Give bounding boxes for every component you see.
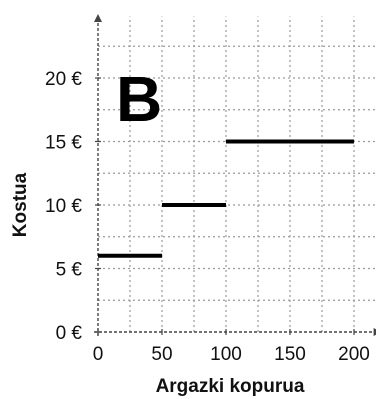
x-tick-labels: 0 50 100 150 200 bbox=[93, 344, 370, 365]
x-tick-label: 50 bbox=[151, 344, 172, 365]
y-tick-label: 15 € bbox=[45, 133, 82, 154]
x-axis-arrow bbox=[373, 328, 376, 336]
axes bbox=[94, 14, 376, 336]
y-axis-arrow bbox=[94, 14, 102, 22]
y-axis-title: Kostua bbox=[10, 172, 31, 237]
x-tick-label: 150 bbox=[274, 344, 306, 365]
data-segments bbox=[98, 139, 354, 258]
x-axis-title: Argazki kopurua bbox=[156, 376, 305, 397]
x-tick-label: 100 bbox=[210, 344, 242, 365]
y-tick-label: 10 € bbox=[45, 196, 82, 217]
y-tick-labels: 0 € 5 € 10 € 15 € 20 € bbox=[45, 69, 82, 344]
panel-label: B bbox=[116, 63, 162, 135]
x-tick-label: 0 bbox=[93, 344, 104, 365]
y-tick-label: 5 € bbox=[56, 260, 83, 281]
grid bbox=[98, 16, 376, 332]
y-tick-label: 20 € bbox=[45, 69, 82, 90]
x-tick-label: 200 bbox=[338, 344, 370, 365]
y-tick-label: 0 € bbox=[56, 323, 83, 344]
